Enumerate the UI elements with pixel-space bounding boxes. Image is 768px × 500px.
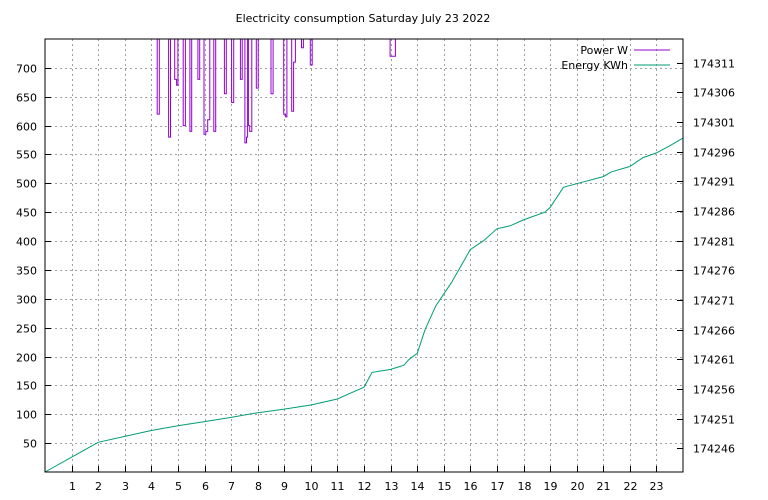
x-tick-label: 5 <box>175 480 182 493</box>
legend-label-energy: Energy KWh <box>561 59 628 72</box>
x-tick-label: 21 <box>597 480 611 493</box>
x-tick-label: 15 <box>438 480 452 493</box>
series-line-power <box>156 38 396 144</box>
y-left-tick-label: 150 <box>16 380 37 393</box>
y-left-tick-label: 300 <box>16 294 37 307</box>
legend-label-power: Power W <box>580 44 628 57</box>
y-left-tick-label: 250 <box>16 323 37 336</box>
y-right-tick-label: 174311 <box>693 58 735 71</box>
y-right-tick-label: 174266 <box>693 325 735 338</box>
x-tick-label: 19 <box>544 480 558 493</box>
x-tick-label: 12 <box>358 480 372 493</box>
y-left-tick-label: 500 <box>16 178 37 191</box>
y-right-tick-label: 174251 <box>693 414 735 427</box>
x-tick-label: 18 <box>518 480 532 493</box>
x-tick-label: 3 <box>122 480 129 493</box>
legend: Power W Energy KWh <box>561 44 670 72</box>
x-tick-label: 13 <box>385 480 399 493</box>
y-left-tick-label: 650 <box>16 92 37 105</box>
y-right-tick-label: 174246 <box>693 443 735 456</box>
y-right-tick-label: 174261 <box>693 354 735 367</box>
x-tick-label: 9 <box>281 480 288 493</box>
x-tick-label: 1 <box>69 480 76 493</box>
x-tick-label: 14 <box>411 480 425 493</box>
y-left-tick-label: 350 <box>16 265 37 278</box>
x-tick-label: 2 <box>95 480 102 493</box>
x-tick-label: 4 <box>148 480 155 493</box>
y-left-tick-label: 550 <box>16 149 37 162</box>
y-right-tick-label: 174291 <box>693 176 735 189</box>
y-left-tick-label: 50 <box>23 438 37 451</box>
series-line-energy <box>44 137 684 473</box>
y-right-tick-label: 174256 <box>693 384 735 397</box>
y-right-tick-label: 174306 <box>693 87 735 100</box>
y-left-tick-label: 400 <box>16 236 37 249</box>
x-tick-label: 6 <box>202 480 209 493</box>
x-tick-label: 22 <box>624 480 638 493</box>
y-left-tick-label: 200 <box>16 352 37 365</box>
y-left-tick-label: 700 <box>16 63 37 76</box>
x-tick-label: 10 <box>305 480 319 493</box>
x-tick-label: 8 <box>255 480 262 493</box>
y-right-tick-label: 174271 <box>693 295 735 308</box>
x-tick-label: 7 <box>228 480 235 493</box>
plot-frame <box>44 38 684 473</box>
y-right-tick-label: 174281 <box>693 236 735 249</box>
grid-lines <box>45 39 683 472</box>
x-tick-label: 11 <box>331 480 345 493</box>
y-right-tick-label: 174276 <box>693 265 735 278</box>
x-tick-label: 20 <box>571 480 585 493</box>
y-right-tick-label: 174301 <box>693 117 735 130</box>
x-tick-label: 17 <box>491 480 505 493</box>
y-left-tick-label: 100 <box>16 409 37 422</box>
y-right-tick-label: 174296 <box>693 147 735 160</box>
y-right-tick-label: 174286 <box>693 206 735 219</box>
y-left-tick-label: 450 <box>16 207 37 220</box>
axis-ticks: 1 2 3 4 5 6 7 8 9 10 11 12 13 14 15 16 17 18 19 20 21 22 23501… <box>16 58 735 494</box>
y-left-tick-label: 600 <box>16 121 37 134</box>
x-tick-label: 23 <box>650 480 664 493</box>
chart-title: Electricity consumption Saturday July 23… <box>236 12 491 25</box>
x-tick-label: 16 <box>464 480 478 493</box>
